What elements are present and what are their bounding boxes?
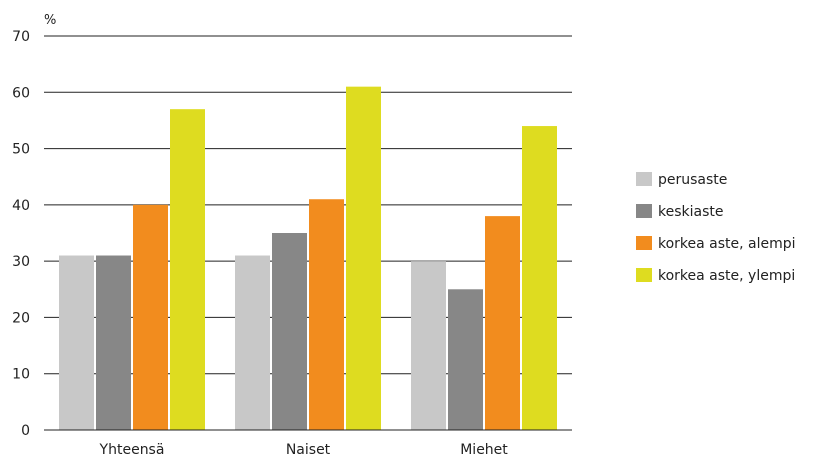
legend-item: perusaste <box>636 172 727 188</box>
legend-swatch <box>636 172 652 186</box>
legend-item: korkea aste, alempi <box>636 236 796 252</box>
y-tick-label: 40 <box>12 198 30 214</box>
x-category-label: Miehet <box>460 442 508 458</box>
y-tick-label: 60 <box>12 85 30 101</box>
legend-label: korkea aste, alempi <box>658 236 796 252</box>
legend: perusaste keskiaste korkea aste, alempi kor… <box>636 172 796 284</box>
legend-item: korkea aste, ylempi <box>636 268 795 284</box>
legend-item: keskiaste <box>636 204 724 220</box>
legend-label: korkea aste, ylempi <box>658 268 795 284</box>
x-axis-category-labels: Yhteensä Naiset Miehet <box>99 442 509 458</box>
legend-label: perusaste <box>658 172 727 188</box>
gridlines <box>44 35 572 431</box>
legend-swatch <box>636 236 652 250</box>
y-tick-label: 30 <box>12 254 30 270</box>
y-tick-label: 0 <box>21 423 30 439</box>
legend-swatch <box>636 268 652 282</box>
y-tick-label: 20 <box>12 310 30 326</box>
x-category-label: Naiset <box>286 442 331 458</box>
y-tick-label: 70 <box>12 29 30 45</box>
bar-miehet-korkea-aste-ylempi <box>522 126 557 431</box>
y-axis-ticks: 0 10 20 30 40 50 60 70 <box>12 29 30 439</box>
bar-miehet-keskiaste <box>448 289 483 430</box>
y-tick-label: 10 <box>12 367 30 383</box>
bar-naiset-korkea-aste-alempi <box>309 199 344 430</box>
bar-yhteensä-korkea-aste-alempi <box>133 204 168 430</box>
legend-swatch <box>636 204 652 218</box>
bars-group <box>44 86 572 431</box>
bar-yhteensä-keskiaste <box>96 255 131 430</box>
bar-naiset-perusaste <box>235 255 270 430</box>
y-axis-unit-label: % <box>44 13 56 28</box>
bar-miehet-korkea-aste-alempi <box>485 216 520 430</box>
bar-yhteensä-perusaste <box>59 255 94 430</box>
bar-naiset-korkea-aste-ylempi <box>346 86 381 431</box>
bar-naiset-keskiaste <box>272 233 307 430</box>
y-tick-label: 50 <box>12 142 30 158</box>
bar-yhteensä-korkea-aste-ylempi <box>170 109 205 431</box>
x-category-label: Yhteensä <box>99 442 165 458</box>
legend-label: keskiaste <box>658 204 724 220</box>
bar-miehet-perusaste <box>411 261 446 430</box>
